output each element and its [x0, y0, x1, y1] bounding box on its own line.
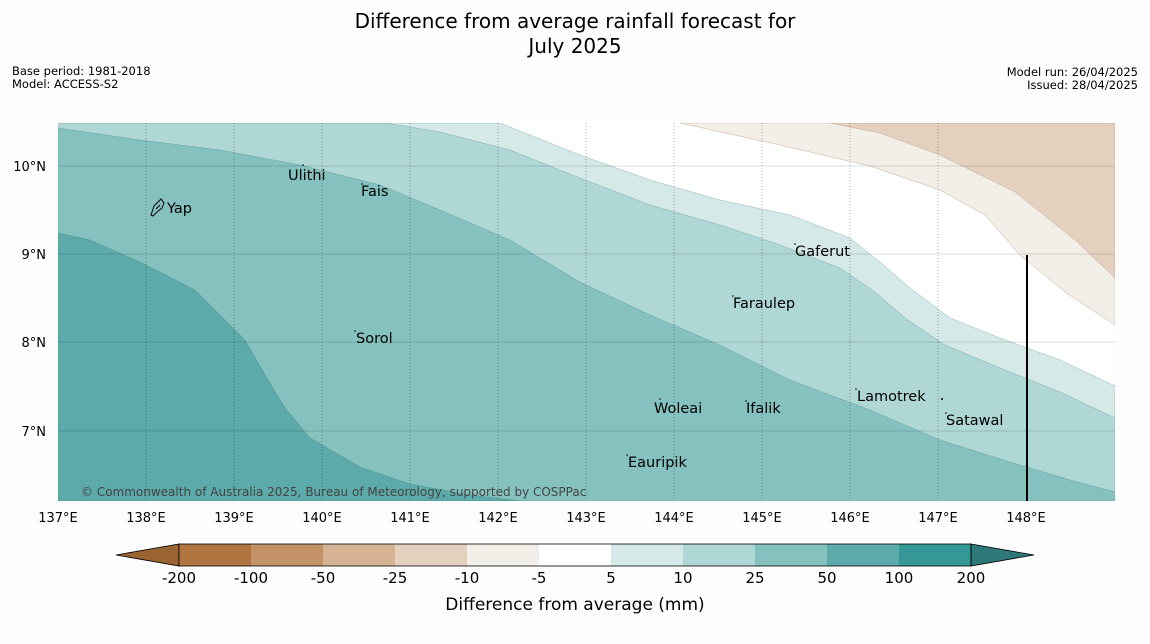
map-panel: Yap Ulithi Fais Gaferut Faraulep Sorol W…	[58, 123, 1115, 501]
lon-label-148e: 148°E	[1006, 511, 1046, 526]
place-label-faraulep: Faraulep	[733, 296, 795, 312]
lon-label-143e: 143°E	[566, 511, 606, 526]
colorbar-swatch	[539, 544, 611, 566]
band-wet-25-50	[58, 127, 1115, 501]
island-markers	[302, 164, 947, 456]
place-label-gaferut: Gaferut	[795, 244, 850, 260]
colorbar-swatch	[179, 544, 251, 566]
lon-label-144e: 144°E	[654, 511, 694, 526]
lon-label-137e: 137°E	[38, 511, 78, 526]
colorbar-label: -200	[162, 569, 196, 587]
map-title-line2: July 2025	[528, 34, 622, 58]
lon-label-140e: 140°E	[302, 511, 342, 526]
colorbar: -200 -100 -50 -25 -10 -5 5 10 25 50 100 …	[115, 543, 1035, 615]
yap-island-shape	[150, 198, 165, 217]
base-period-text: Base period: 1981-2018	[12, 64, 151, 78]
colorbar-tick-labels: -200 -100 -50 -25 -10 -5 5 10 25 50 100 …	[162, 569, 985, 587]
colorbar-swatch	[755, 544, 827, 566]
lat-label-7n: 7°N	[22, 425, 47, 440]
lon-label-141e: 141°E	[390, 511, 430, 526]
place-labels: Yap Ulithi Fais Gaferut Faraulep Sorol W…	[166, 168, 1003, 471]
place-label-lamotrek: Lamotrek	[857, 389, 926, 405]
colorbar-label: -10	[455, 569, 480, 587]
colorbar-label: -5	[532, 569, 547, 587]
lat-label-10n: 10°N	[13, 160, 46, 175]
issued-text: Issued: 28/04/2025	[1027, 78, 1138, 92]
colorbar-swatch	[827, 544, 899, 566]
colorbar-label: 10	[673, 569, 692, 587]
colorbar-label: -50	[311, 569, 336, 587]
lon-label-139e: 139°E	[214, 511, 254, 526]
colorbar-left-extension	[115, 543, 180, 567]
place-label-ulithi: Ulithi	[288, 168, 326, 184]
band-wet-50-100	[58, 232, 521, 501]
colorbar-swatch	[467, 544, 539, 566]
lon-label-142e: 142°E	[478, 511, 518, 526]
meta-left: Base period: 1981-2018 Model: ACCESS-S2	[12, 65, 151, 91]
colorbar-label: 25	[745, 569, 764, 587]
colorbar-frame	[178, 543, 972, 567]
colorbar-title: Difference from average (mm)	[445, 595, 704, 615]
colorbar-label: 50	[817, 569, 836, 587]
colorbar-label: 5	[606, 569, 616, 587]
colorbar-swatch	[611, 544, 683, 566]
place-label-woleai: Woleai	[654, 401, 702, 417]
place-label-sorol: Sorol	[356, 331, 393, 347]
model-run-text: Model run: 26/04/2025	[1006, 65, 1138, 79]
colorbar-label: -100	[234, 569, 268, 587]
place-label-eauripik: Eauripik	[628, 455, 687, 471]
map-title-line1: Difference from average rainfall forecas…	[354, 9, 796, 33]
place-label-yap: Yap	[166, 201, 192, 217]
colorbar-label: -25	[383, 569, 408, 587]
place-label-satawal: Satawal	[946, 413, 1003, 429]
colorbar-swatch	[251, 544, 323, 566]
colorbar-swatch	[323, 544, 395, 566]
lon-tick-labels: 137°E 138°E 139°E 140°E 141°E 142°E 143°…	[38, 511, 1046, 526]
lon-gridlines	[145, 123, 939, 501]
colorbar-swatch	[395, 544, 467, 566]
place-label-fais: Fais	[361, 184, 388, 200]
map-title: Difference from average rainfall forecas…	[0, 9, 1150, 59]
meta-right: Model run: 26/04/2025 Issued: 28/04/2025	[1007, 66, 1138, 92]
lon-label-138e: 138°E	[126, 511, 166, 526]
lon-label-145e: 145°E	[742, 511, 782, 526]
model-text: Model: ACCESS-S2	[12, 77, 119, 91]
lon-label-147e: 147°E	[918, 511, 958, 526]
copyright-text: © Commonwealth of Australia 2025, Bureau…	[81, 485, 586, 499]
colorbar-label: 100	[885, 569, 914, 587]
band-dry-25-10	[829, 123, 1115, 279]
lat-label-8n: 8°N	[22, 336, 47, 351]
colorbar-swatch	[683, 544, 755, 566]
colorbar-swatch	[899, 544, 971, 566]
lat-label-9n: 9°N	[22, 248, 47, 263]
lon-label-146e: 146°E	[830, 511, 870, 526]
place-label-ifalik: Ifalik	[746, 401, 781, 417]
colorbar-label: 200	[957, 569, 986, 587]
colorbar-right-extension	[970, 543, 1035, 567]
lat-tick-labels: 10°N 9°N 8°N 7°N	[13, 160, 46, 440]
